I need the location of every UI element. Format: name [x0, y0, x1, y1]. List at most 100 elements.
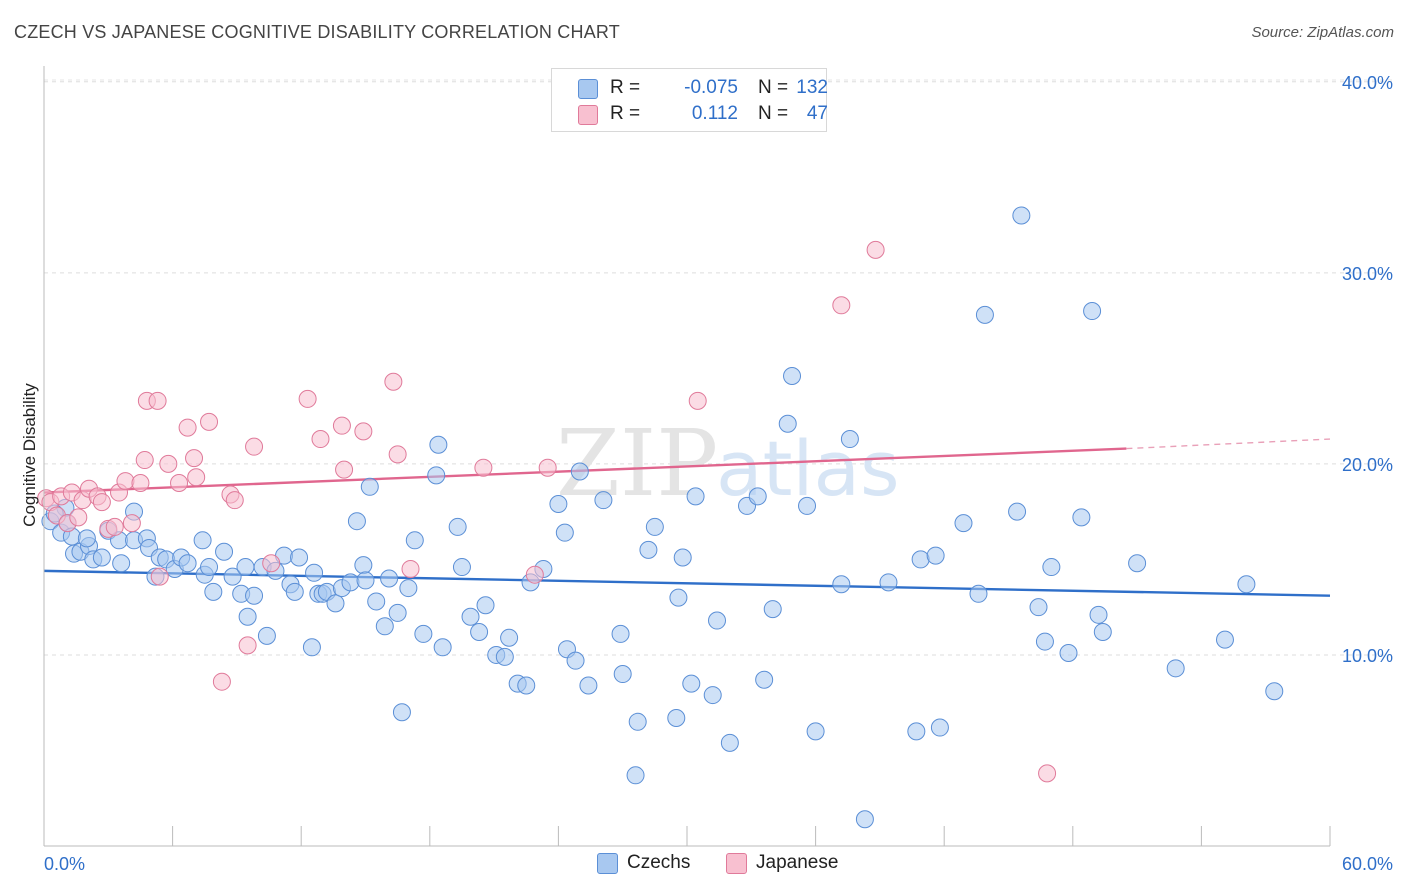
japanese-point: [832, 296, 851, 315]
japanese-point: [354, 422, 373, 441]
japanese-point: [384, 372, 403, 391]
czech-points: [41, 206, 1284, 829]
japanese-point: [170, 473, 189, 492]
legend-swatch-czech: [578, 79, 598, 99]
czech-point: [645, 517, 664, 536]
czech-point: [360, 477, 379, 496]
czech-point: [708, 611, 727, 630]
japanese-point: [1038, 764, 1057, 783]
czech-point: [223, 567, 242, 586]
czech-point: [92, 548, 111, 567]
japanese-point: [148, 391, 167, 410]
czech-point: [112, 554, 131, 573]
czech-point: [461, 607, 480, 626]
czech-point: [470, 623, 489, 642]
czech-point: [1265, 682, 1284, 701]
czech-point: [1072, 508, 1091, 527]
japanese-point: [866, 240, 885, 259]
czech-point: [380, 569, 399, 588]
czech-point: [855, 810, 874, 829]
japanese-point: [474, 458, 493, 477]
japanese-point: [178, 418, 197, 437]
czech-point: [840, 430, 859, 449]
czech-point: [388, 603, 407, 622]
legend-swatch-japanese: [578, 105, 598, 125]
czech-point: [392, 703, 411, 722]
czech-point: [907, 722, 926, 741]
czech-point: [783, 366, 802, 385]
czech-point: [969, 584, 988, 603]
czech-point: [930, 718, 949, 737]
czech-point: [669, 588, 688, 607]
czech-point: [356, 571, 375, 590]
y-tick-label: 30.0%: [1342, 264, 1393, 284]
bottom-legend-label-czechs: Czechs: [627, 852, 691, 873]
legend-r-value: 0.112: [691, 103, 738, 124]
czech-point: [429, 435, 448, 454]
czech-point: [257, 626, 276, 645]
correlation-legend: R = -0.075 N = 132 R = 0.112 N = 47: [551, 68, 828, 132]
legend-r-label: R =: [610, 103, 641, 124]
japanese-point: [122, 514, 141, 533]
czech-point: [238, 607, 257, 626]
legend-n-label: N =: [758, 77, 789, 98]
czech-point: [673, 548, 692, 567]
legend-n-value: 132: [796, 77, 828, 98]
japanese-point: [131, 473, 150, 492]
japanese-point: [388, 445, 407, 464]
czech-point: [347, 512, 366, 531]
czech-point: [495, 647, 514, 666]
japanese-point: [105, 517, 124, 536]
chart-title: CZECH VS JAPANESE COGNITIVE DISABILITY C…: [14, 22, 620, 42]
czech-point: [755, 670, 774, 689]
czech-point: [245, 586, 264, 605]
czech-point: [1093, 623, 1112, 642]
czech-point: [639, 540, 658, 559]
bottom-legend-label-japanese: Japanese: [756, 852, 839, 873]
czech-point: [1083, 302, 1102, 321]
czech-point: [1089, 605, 1108, 624]
czech-point: [367, 592, 386, 611]
bottom-legend-swatch-czechs: [597, 853, 618, 874]
czech-point: [1059, 644, 1078, 663]
japanese-point: [159, 454, 178, 473]
japanese-point: [688, 391, 707, 410]
czech-point: [926, 546, 945, 565]
czech-point: [579, 676, 598, 695]
czech-point: [594, 491, 613, 510]
czech-point: [204, 582, 223, 601]
czech-point: [414, 624, 433, 643]
japanese-point: [525, 565, 544, 584]
czech-point: [1008, 502, 1027, 521]
japanese-point: [238, 636, 257, 655]
czech-point: [703, 686, 722, 705]
czech-point: [285, 582, 304, 601]
japanese-points: [37, 240, 1057, 783]
czech-point: [236, 558, 255, 577]
japanese-point: [225, 491, 244, 510]
japanese-point: [212, 672, 231, 691]
czech-point: [200, 558, 219, 577]
czech-point: [1042, 558, 1061, 577]
japanese-trend-extension: [1126, 438, 1331, 450]
bottom-legend-swatch-japanese: [726, 853, 747, 874]
czech-point: [763, 600, 782, 619]
czech-point: [911, 550, 930, 569]
czech-point: [1128, 554, 1147, 573]
source-label: Source: ZipAtlas.com: [1251, 24, 1394, 41]
japanese-point: [245, 437, 264, 456]
czech-point: [1215, 630, 1234, 649]
czech-point: [667, 708, 686, 727]
czech-point: [1035, 632, 1054, 651]
japanese-point: [185, 449, 204, 468]
legend-r-value: -0.075: [684, 77, 738, 98]
czech-point: [975, 305, 994, 324]
czech-point: [798, 496, 817, 515]
japanese-point: [335, 460, 354, 479]
czech-point: [375, 617, 394, 636]
czech-point: [954, 514, 973, 533]
czech-point: [1166, 659, 1185, 678]
czech-point: [1012, 206, 1031, 225]
czech-point: [500, 628, 519, 647]
japanese-point: [262, 554, 281, 573]
